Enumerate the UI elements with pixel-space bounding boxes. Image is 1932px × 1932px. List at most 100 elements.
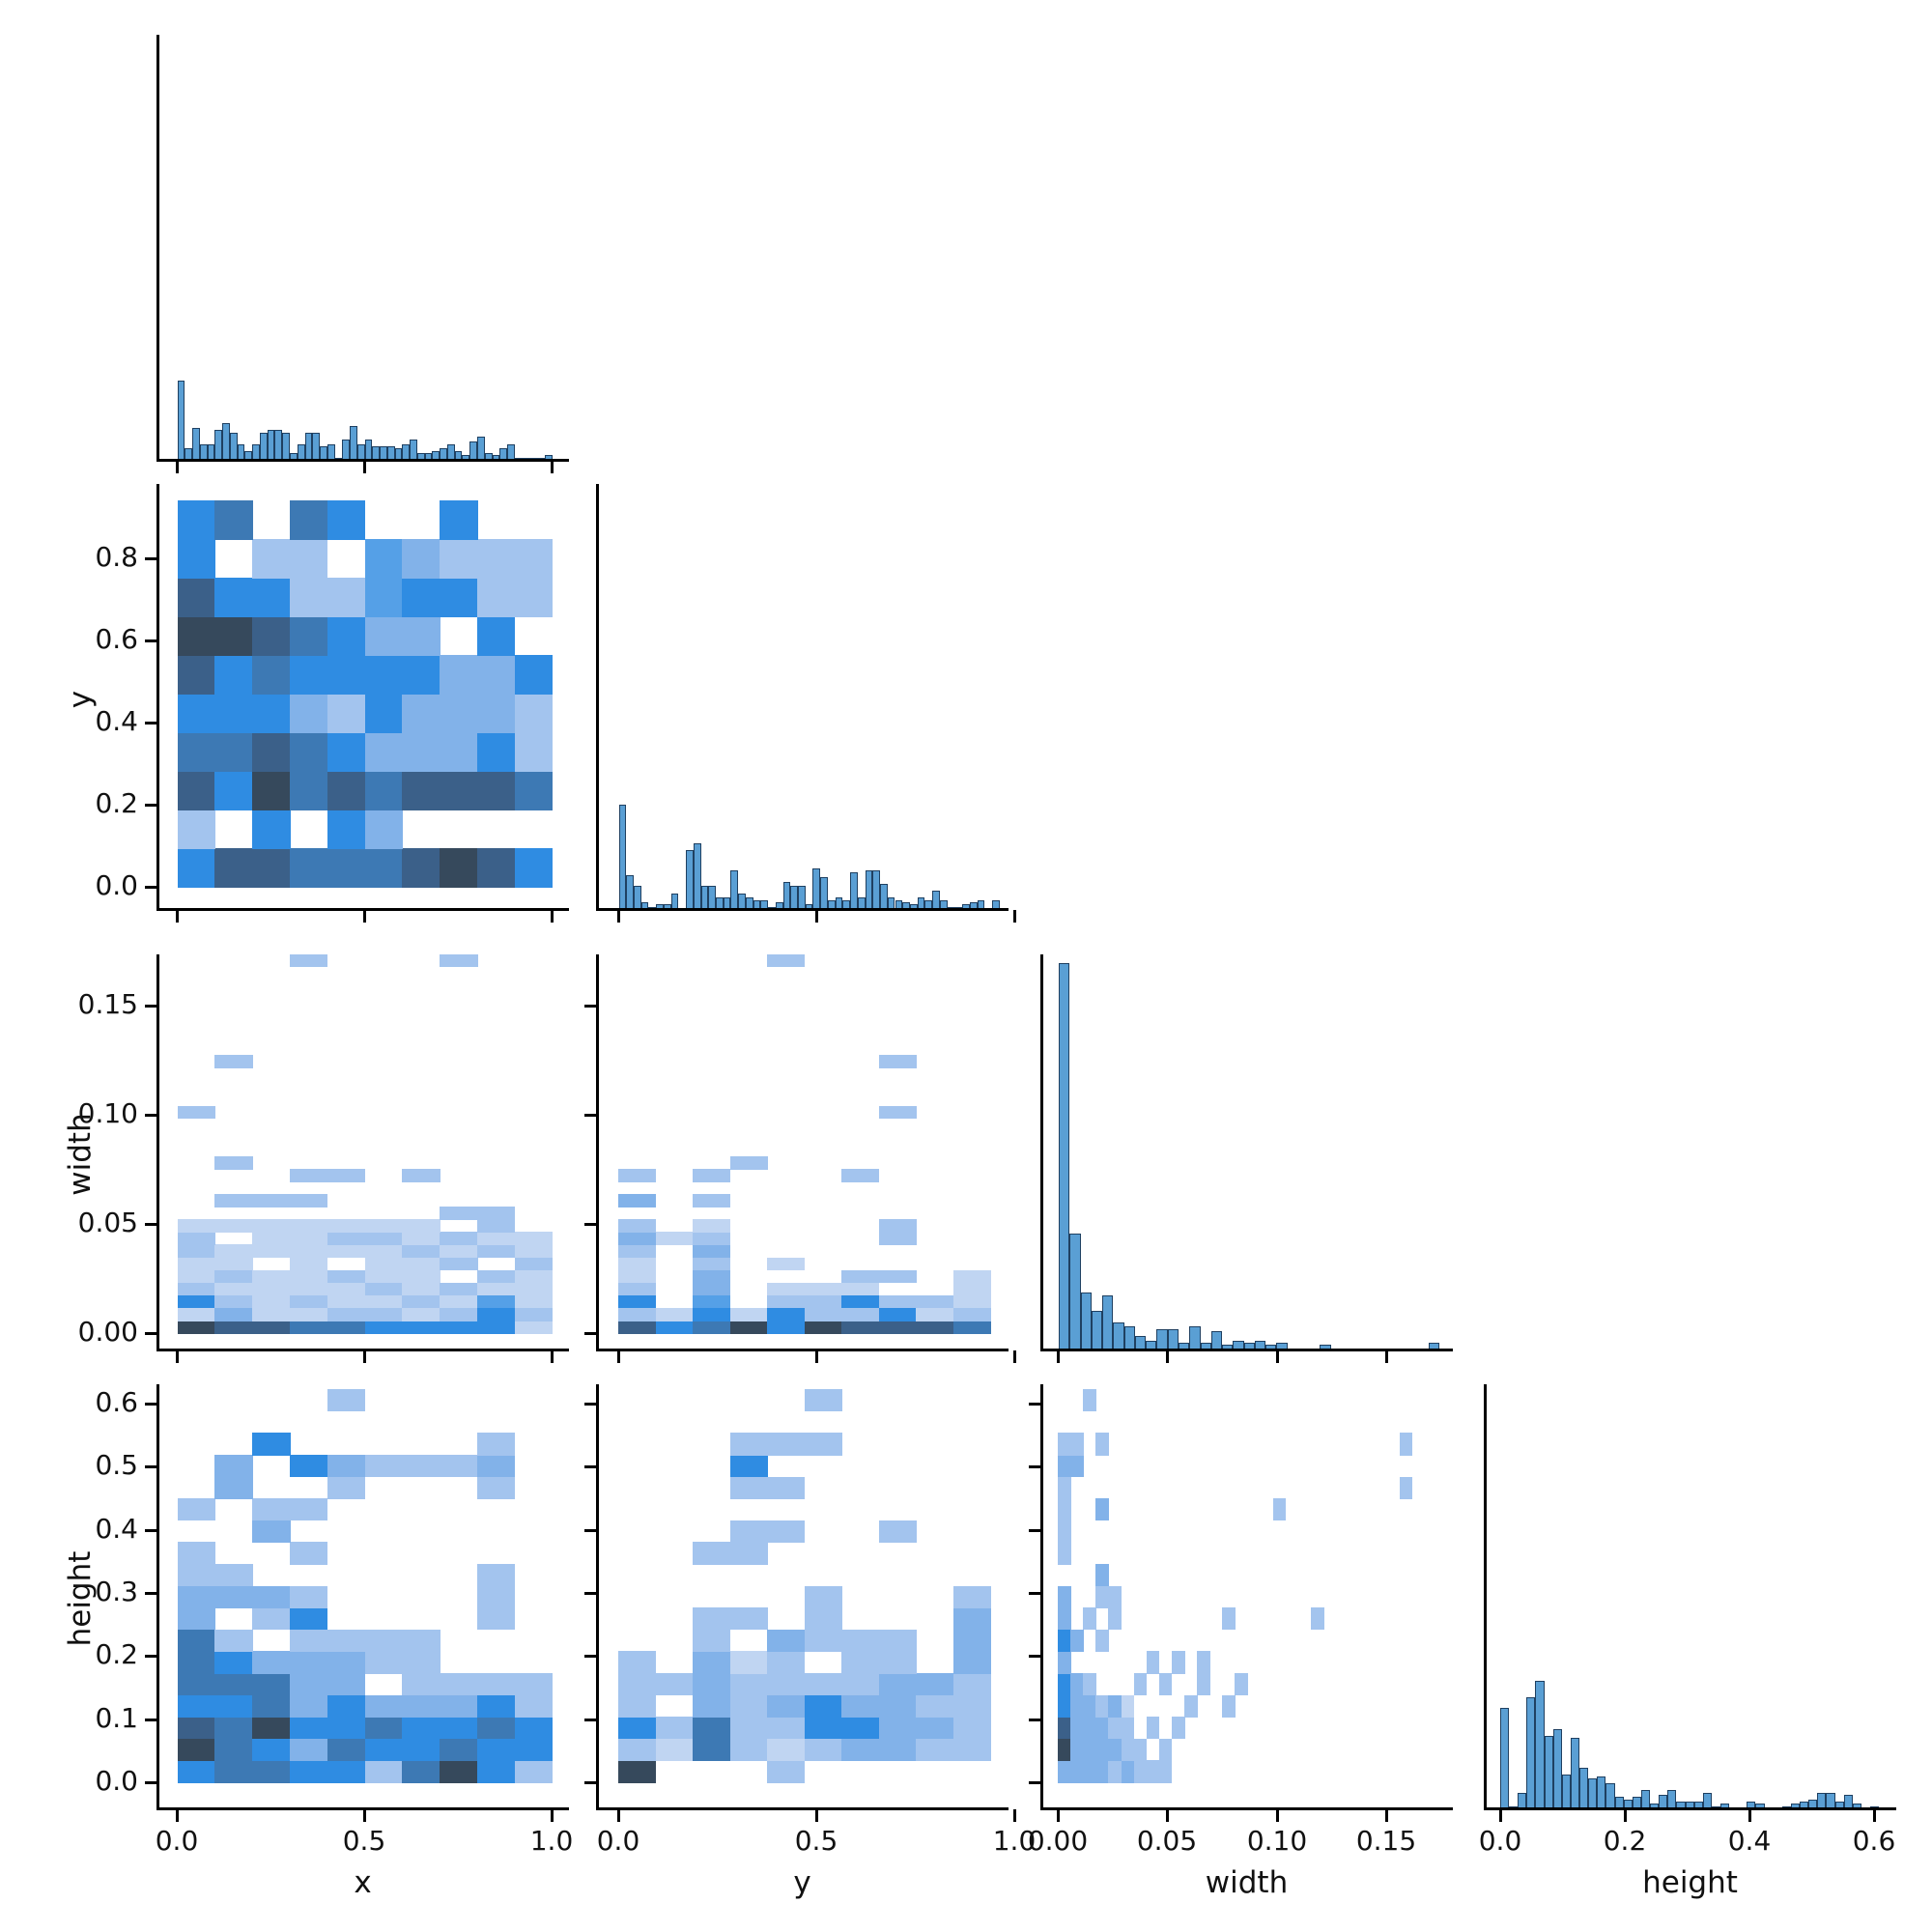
hist-bar — [267, 430, 275, 460]
heatmap-cell — [214, 1294, 253, 1309]
heatmap-cell — [440, 732, 478, 772]
heatmap-cell — [1058, 1651, 1071, 1674]
heatmap-cell — [177, 810, 215, 849]
heatmap-cell — [804, 1294, 842, 1309]
hist-bar — [872, 870, 881, 909]
heatmap-cell — [729, 1320, 768, 1334]
hist-bar — [446, 443, 455, 460]
heatmap-cell — [214, 1694, 253, 1718]
hist-bar — [199, 443, 208, 460]
heatmap-cell — [364, 1269, 403, 1284]
heatmap-cell — [729, 1542, 768, 1565]
hist-bar — [1843, 1794, 1853, 1808]
y-tick — [145, 1718, 157, 1721]
heatmap-cell — [364, 694, 403, 733]
panel-height-vs-width: 0.00 0.05 0.10 0.15 width — [1028, 1384, 1453, 1900]
heatmap-cell — [514, 1307, 554, 1321]
heatmap-cell — [514, 1760, 554, 1783]
heatmap-cell — [1222, 1694, 1236, 1718]
hist-bar — [1080, 1293, 1092, 1350]
x-tick — [1747, 1809, 1751, 1822]
heatmap-cell — [364, 1717, 403, 1740]
heatmap-cell — [618, 1269, 657, 1284]
hist-bar — [626, 874, 634, 909]
left-spine — [156, 484, 159, 911]
heatmap-cell — [252, 1607, 291, 1631]
heatmap-cell — [177, 1232, 215, 1246]
heatmap-cell — [514, 1269, 554, 1284]
heatmap-cell — [290, 1232, 328, 1246]
y-tick-label: 0.05 — [77, 1207, 138, 1238]
y-tick — [145, 803, 157, 807]
y-tick — [584, 1402, 597, 1406]
heatmap-cell — [1108, 1717, 1122, 1740]
left-spine — [1484, 1384, 1487, 1810]
heatmap-cell — [767, 1694, 806, 1718]
heatmap-cell — [327, 1476, 366, 1499]
hist-bar — [1069, 1234, 1081, 1350]
x-tick — [362, 1350, 366, 1363]
heatmap-cell — [1184, 1694, 1198, 1718]
heatmap-cell — [952, 1629, 991, 1652]
heatmap-cell — [290, 1673, 328, 1696]
hist-bar — [730, 870, 739, 909]
heatmap-cell — [327, 1455, 366, 1478]
heatmap-cell — [514, 1694, 554, 1718]
hist-bar — [297, 443, 305, 460]
hist-bar — [880, 884, 888, 909]
heatmap-cell — [364, 1760, 403, 1783]
heatmap-cell — [327, 1168, 366, 1182]
heatmap-cell — [729, 1455, 768, 1478]
heatmap-cell — [1083, 1760, 1096, 1783]
heatmap-cell — [1272, 1498, 1287, 1521]
x-tick — [814, 1809, 818, 1822]
heatmap-cell — [214, 771, 253, 810]
left-spine — [1040, 954, 1043, 1351]
heatmap-cell — [618, 1307, 657, 1321]
heatmap-cell — [1070, 1673, 1084, 1696]
y-tick — [145, 1528, 157, 1532]
y-tick — [145, 1780, 157, 1784]
x-tick-label: 1.0 — [529, 1825, 574, 1857]
heatmap-cell — [402, 1694, 440, 1718]
heatmap-cell — [402, 1717, 440, 1740]
heatmap-cell — [402, 1168, 440, 1182]
heatmap-cell — [252, 1194, 291, 1208]
y-tick — [1029, 1780, 1041, 1784]
heatmap-cell — [177, 1307, 215, 1321]
heatmap-cell — [177, 1294, 215, 1309]
heatmap-cell — [841, 1694, 880, 1718]
hist-bar — [1588, 1778, 1598, 1808]
hist-bar — [932, 891, 940, 909]
heatmap-cell — [252, 1320, 291, 1334]
heatmap-cell — [402, 1320, 440, 1334]
heatmap-cell — [364, 578, 403, 617]
heatmap-cell — [252, 848, 291, 888]
heatmap-cell — [729, 1433, 768, 1456]
heatmap-cell — [477, 1294, 516, 1309]
heatmap-cell — [290, 578, 328, 617]
x-tick — [175, 461, 179, 473]
x-tick — [1384, 1809, 1388, 1822]
heatmap-cell — [440, 1694, 478, 1718]
heatmap-cell — [878, 1307, 917, 1321]
x-tick — [1498, 1809, 1502, 1822]
heatmap-cell — [252, 1651, 291, 1674]
y-tick-label: 0.0 — [95, 869, 138, 901]
heatmap-cell — [177, 732, 215, 772]
heatmap-cell — [729, 1520, 768, 1543]
heatmap-cell — [252, 1498, 291, 1521]
heatmap-cell — [402, 539, 440, 579]
heatmap-cell — [252, 771, 291, 810]
heatmap-cell — [440, 1232, 478, 1246]
y-tick — [1029, 1528, 1041, 1532]
heatmap-cell — [290, 1455, 328, 1478]
y-tick-label: 0.15 — [77, 988, 138, 1020]
heatmap-cell — [327, 1738, 366, 1761]
heatmap-cell — [440, 578, 478, 617]
heatmap-cell — [440, 694, 478, 733]
heatmap-cell — [1058, 1694, 1071, 1718]
heatmap-cell — [1095, 1694, 1109, 1718]
heatmap-cell — [1058, 1629, 1071, 1652]
panel-x-hist — [156, 35, 569, 473]
